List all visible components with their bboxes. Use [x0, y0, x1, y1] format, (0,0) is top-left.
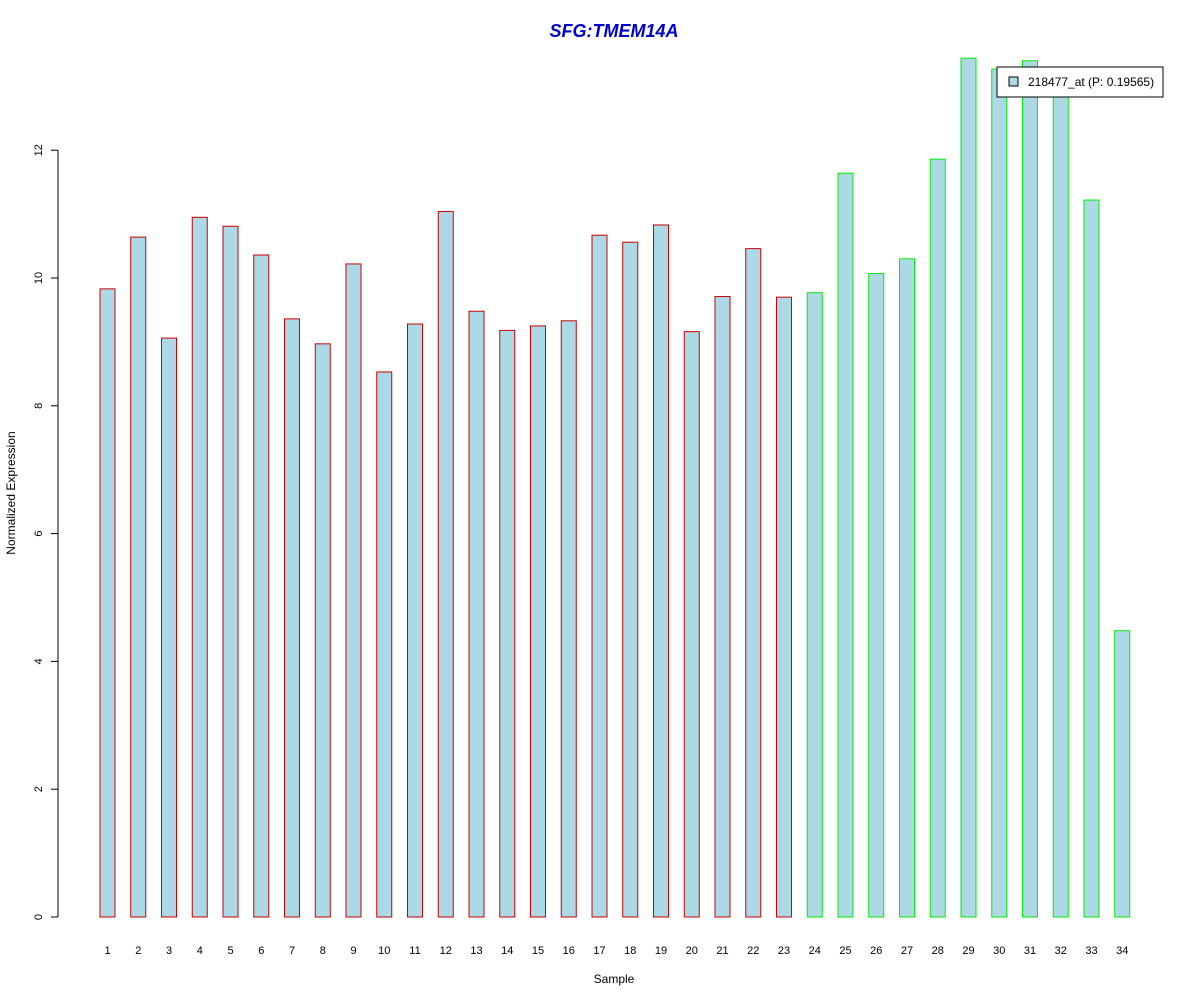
x-tick-label: 2 [135, 945, 141, 957]
bar-sample-34 [1114, 630, 1131, 918]
bar-sample-32 [1052, 85, 1069, 918]
bar-sample-2 [130, 236, 147, 918]
x-tick-label: 28 [932, 945, 944, 957]
bar-sample-27 [899, 258, 915, 918]
x-tick-label: 25 [839, 945, 851, 957]
bar-sample-1 [99, 288, 116, 918]
legend-box [996, 66, 1164, 98]
x-tick-label: 17 [593, 945, 605, 957]
y-tick-label: 4 [33, 658, 45, 664]
y-tick-label: 0 [33, 914, 45, 920]
bar-sample-17 [591, 234, 608, 918]
bar-sample-15 [530, 325, 546, 918]
bar-sample-30 [991, 68, 1008, 918]
x-tick-label: 10 [378, 945, 390, 957]
bar-sample-31 [1022, 60, 1038, 918]
x-axis-label: Sample [594, 972, 635, 986]
x-tick-label: 31 [1024, 945, 1036, 957]
y-axis-label: Normalized Expression [4, 431, 18, 554]
legend-entry: 218477_at (P: 0.19565) [1028, 75, 1154, 89]
bar-sample-5 [222, 225, 239, 918]
bar-sample-22 [745, 248, 762, 918]
bar-sample-28 [929, 158, 946, 918]
bar-sample-26 [868, 273, 885, 918]
bar-sample-9 [345, 263, 362, 918]
bar-sample-19 [653, 224, 669, 918]
x-tick-label: 30 [993, 945, 1005, 957]
x-tick-label: 34 [1116, 945, 1128, 957]
legend: 218477_at (P: 0.19565) [996, 66, 1164, 98]
x-tick-label: 21 [716, 945, 728, 957]
bar-sample-6 [253, 254, 270, 918]
bar-sample-25 [837, 172, 854, 918]
bar-sample-29 [960, 57, 977, 918]
bar-sample-10 [376, 371, 393, 918]
x-tick-label: 3 [166, 945, 172, 957]
x-tick-label: 22 [747, 945, 759, 957]
x-tick-label: 8 [320, 945, 326, 957]
bar-sample-12 [437, 211, 454, 918]
x-tick-label: 13 [470, 945, 482, 957]
bar-sample-20 [683, 331, 700, 918]
x-tick-label: 19 [655, 945, 667, 957]
x-tick-label: 33 [1085, 945, 1097, 957]
x-tick-label: 1 [104, 945, 110, 957]
x-tick-label: 9 [350, 945, 356, 957]
y-tick-label: 2 [33, 786, 45, 792]
x-tick-label: 16 [563, 945, 575, 957]
x-tick-label: 26 [870, 945, 882, 957]
x-tick-label: 18 [624, 945, 636, 957]
x-tick-label: 6 [258, 945, 264, 957]
y-tick-label: 8 [33, 403, 45, 409]
x-tick-label: 12 [440, 945, 452, 957]
bar-sample-16 [560, 320, 577, 918]
bar-sample-8 [314, 343, 331, 918]
x-tick-label: 11 [409, 945, 420, 957]
x-tick-label: 32 [1055, 945, 1067, 957]
x-tick-label: 4 [197, 945, 203, 957]
y-tick-label: 12 [33, 144, 45, 156]
legend-swatch [1008, 76, 1019, 87]
x-tick-label: 7 [289, 945, 295, 957]
bar-sample-4 [191, 216, 208, 918]
bar-sample-11 [407, 323, 423, 918]
x-tick-labels: 1 2 3 4 5 6 7 8 9 10 11 12 13 14 15 16 17 18 19 20 21 22 23 24 2… [104, 945, 1128, 957]
bar-sample-18 [622, 241, 639, 918]
x-tick-label: 23 [778, 945, 790, 957]
y-axis: 0 2 4 6 8 10 12 [33, 144, 59, 920]
bars-group [99, 57, 1131, 918]
x-tick-label: 5 [227, 945, 233, 957]
bar-sample-23 [776, 296, 792, 918]
x-tick-label: 20 [686, 945, 698, 957]
bar-sample-3 [161, 337, 177, 918]
bar-sample-14 [499, 329, 516, 918]
x-tick-label: 27 [901, 945, 913, 957]
x-tick-label: 29 [962, 945, 974, 957]
bar-sample-21 [714, 296, 731, 918]
bar-sample-7 [284, 318, 300, 918]
y-tick-label: 6 [33, 531, 45, 537]
bar-sample-24 [806, 292, 823, 918]
chart-title: SFG:TMEM14A [549, 21, 678, 41]
x-tick-label: 15 [532, 945, 544, 957]
bar-sample-33 [1083, 199, 1100, 918]
bar-sample-13 [468, 310, 485, 918]
x-tick-label: 24 [809, 945, 821, 957]
x-tick-label: 14 [501, 945, 513, 957]
y-tick-label: 10 [33, 272, 45, 284]
